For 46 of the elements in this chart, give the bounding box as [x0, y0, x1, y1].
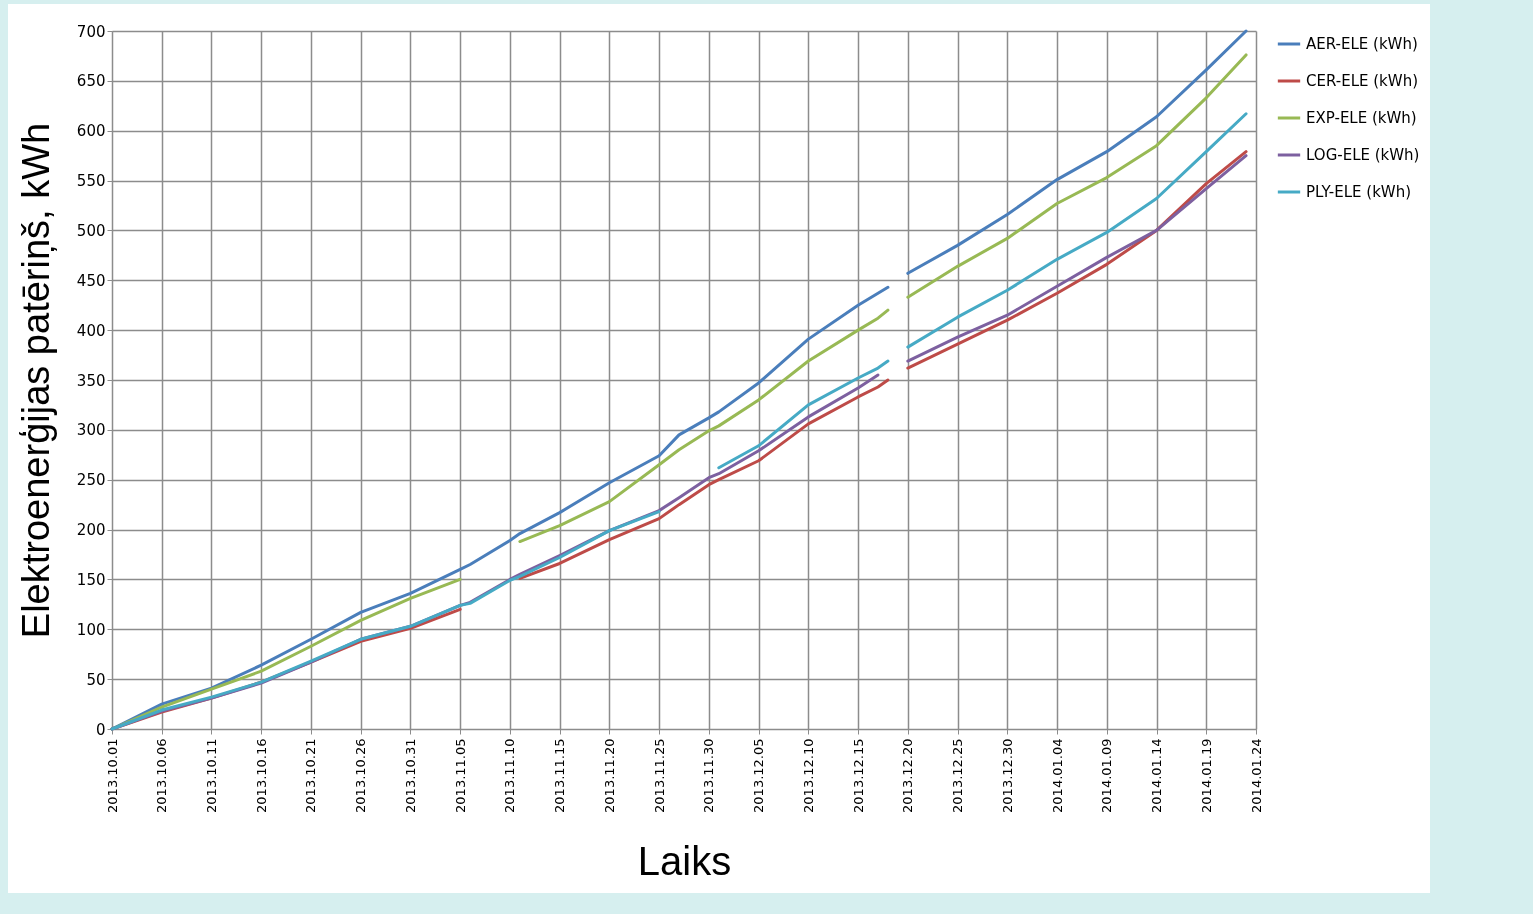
x-tick-label: 2013.11.25	[651, 738, 667, 813]
y-tick-label: 300	[76, 421, 106, 440]
x-tick-label: 2013.11.30	[701, 738, 717, 813]
y-tick-label: 600	[76, 122, 106, 141]
y-tick-label: 550	[76, 172, 106, 191]
y-tick-label: 500	[76, 221, 106, 240]
x-tick-label: 2013.10.01	[104, 738, 120, 813]
x-tick-label: 2013.11.10	[502, 738, 518, 813]
x-tick-label: 2013.10.31	[402, 738, 418, 813]
y-tick-label: 150	[76, 570, 106, 589]
x-tick-label: 2013.12.25	[950, 738, 966, 813]
x-tick-label: 2014.01.14	[1149, 738, 1165, 813]
x-tick-label: 2014.01.09	[1099, 738, 1115, 813]
x-tick-label: 2013.10.21	[303, 738, 319, 813]
x-tick-label: 2013.11.20	[601, 738, 617, 813]
legend-label: CER-ELE (kWh)	[1306, 72, 1418, 90]
x-tick-label: 2013.12.10	[800, 738, 816, 813]
y-tick-label: 0	[95, 720, 106, 739]
legend-label: LOG-ELE (kWh)	[1306, 146, 1420, 164]
x-tick-label: 2013.12.30	[999, 738, 1015, 813]
y-tick-label: 200	[76, 521, 106, 540]
x-tick-label: 2014.01.04	[1049, 738, 1065, 813]
x-tick-label: 2014.01.24	[1248, 738, 1264, 813]
x-tick-label: 2013.12.20	[900, 738, 916, 813]
x-tick-label: 2013.11.05	[452, 738, 468, 813]
y-axis-title: Elektroenerģijas patēriņš, kWh	[14, 122, 57, 639]
x-tick-label: 2013.11.15	[552, 738, 568, 813]
x-tick-label: 2014.01.19	[1198, 738, 1214, 813]
legend-label: PLY-ELE (kWh)	[1306, 183, 1412, 201]
x-tick-label: 2013.12.15	[850, 738, 866, 813]
y-tick-label: 450	[76, 271, 106, 290]
legend-label: EXP-ELE (kWh)	[1306, 109, 1417, 127]
x-tick-label: 2013.10.16	[253, 738, 269, 813]
y-tick-label: 50	[86, 670, 106, 689]
y-tick-label: 400	[76, 321, 106, 340]
x-tick-label: 2013.10.26	[353, 738, 369, 813]
y-tick-label: 650	[76, 72, 106, 91]
legend-label: AER-ELE (kWh)	[1306, 35, 1418, 53]
x-axis-title: Laiks	[637, 838, 732, 883]
y-tick-label: 100	[76, 620, 106, 639]
x-tick-label: 2013.10.06	[154, 738, 170, 813]
x-tick-label: 2013.12.05	[751, 738, 767, 813]
y-tick-label: 700	[76, 22, 106, 41]
y-tick-label: 250	[76, 471, 106, 490]
y-tick-label: 350	[76, 371, 106, 390]
x-tick-label: 2013.10.11	[203, 738, 219, 813]
